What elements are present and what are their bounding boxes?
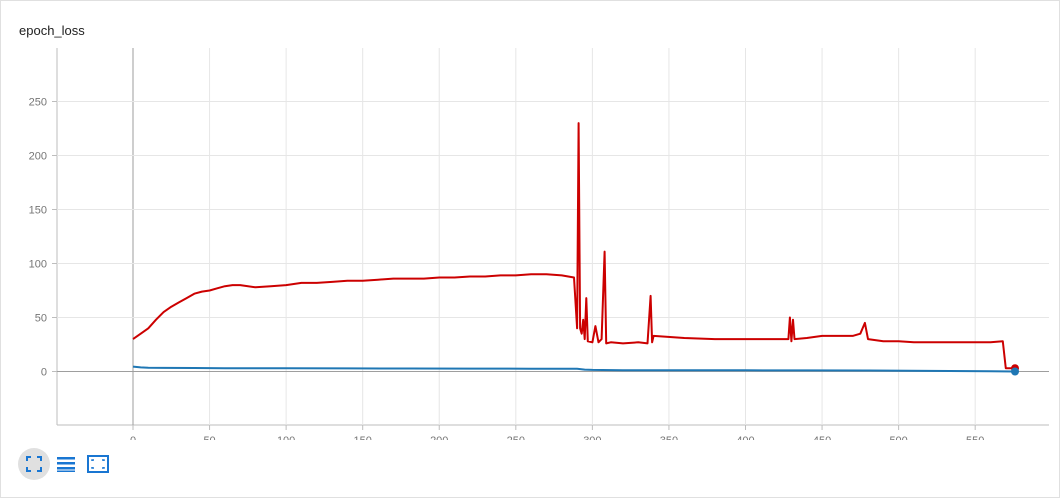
- y-tick-label: 250: [29, 97, 47, 109]
- x-tick-label: 0: [130, 435, 136, 440]
- y-tick-label: 0: [41, 367, 47, 379]
- x-tick-label: 450: [813, 435, 831, 440]
- y-tick-label: 200: [29, 151, 47, 163]
- y-tick-label: 50: [35, 313, 47, 325]
- x-tick-label: 400: [736, 435, 754, 440]
- x-tick-label: 100: [277, 435, 295, 440]
- expand-frame-icon: [87, 455, 109, 473]
- x-tick-label: 250: [507, 435, 525, 440]
- x-tick-label: 200: [430, 435, 448, 440]
- series-end-point-1: [1011, 367, 1019, 376]
- y-tick-label: 150: [29, 205, 47, 217]
- fit-to-data-icon: [26, 456, 42, 472]
- series-line-1: [132, 365, 1016, 373]
- x-tick-label: 150: [354, 435, 372, 440]
- toggle-log-button[interactable]: [50, 448, 82, 480]
- epoch-loss-chart[interactable]: 0 50 100 150 200 250 300 350 400 450 500 550 0 50 100 1…: [0, 0, 1062, 440]
- fit-domain-button[interactable]: [18, 448, 50, 480]
- x-tick-label: 50: [203, 435, 215, 440]
- x-tick-label: 300: [583, 435, 601, 440]
- x-tick-label: 350: [660, 435, 678, 440]
- x-tick-label: 500: [889, 435, 907, 440]
- chart-title: epoch_loss: [19, 23, 85, 38]
- series-line-0: [132, 122, 1015, 370]
- x-tick-label: 550: [966, 435, 984, 440]
- expand-chart-button[interactable]: [82, 448, 114, 480]
- list-lines-icon: [57, 457, 75, 472]
- y-tick-label: 100: [29, 259, 47, 271]
